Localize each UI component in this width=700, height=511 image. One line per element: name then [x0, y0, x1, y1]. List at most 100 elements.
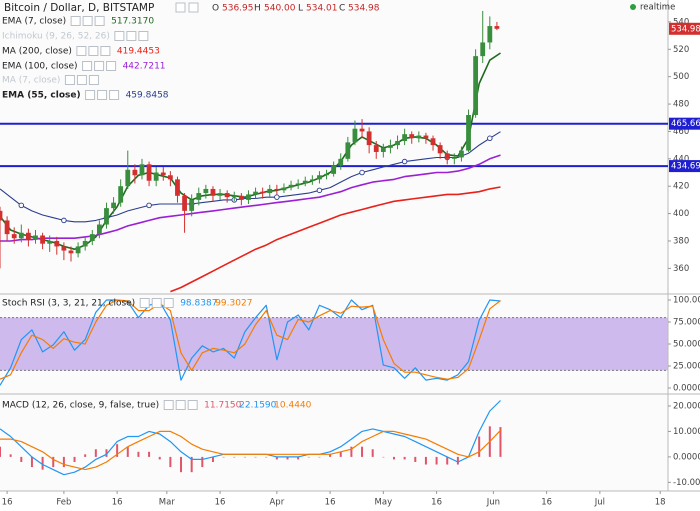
chart-title: Bitcoin / Dollar, D, BITSTAMP [4, 2, 154, 14]
legend-icon[interactable] [163, 298, 174, 308]
legend-icon[interactable] [94, 16, 105, 26]
legend-icon[interactable] [64, 75, 75, 85]
y-tick-label: 75.000 [673, 318, 700, 328]
candle-body [175, 179, 180, 196]
y-tick-label: 500 [673, 72, 689, 82]
candle-body [132, 169, 138, 176]
histogram-bar [275, 456, 278, 460]
legend-icon[interactable] [97, 90, 108, 100]
legend-icon[interactable] [163, 400, 174, 410]
y-tick-label: 460 [673, 127, 689, 137]
legend-icon[interactable] [106, 61, 117, 71]
candle-body [295, 183, 301, 185]
candle-body [437, 145, 443, 154]
indicator-marker [18, 202, 25, 209]
indicator-marker [61, 217, 67, 224]
candle-body [196, 193, 202, 200]
legend-icon[interactable] [187, 400, 198, 410]
y-tick-label: 50.000 [673, 340, 700, 350]
level-tag [669, 117, 700, 130]
candle-body [352, 128, 358, 143]
candle-body [89, 234, 95, 241]
ohlc-value: 536.95 [222, 4, 254, 14]
legend-label: MA (200, close) [2, 47, 72, 57]
candle-body [231, 195, 237, 198]
candle-body [47, 240, 53, 244]
candle-body [380, 147, 386, 152]
x-tick-label: Jul [594, 498, 605, 508]
icon[interactable] [188, 2, 199, 13]
legend-icon[interactable] [82, 61, 93, 71]
pane-title: MACD (12, 26, close, 9, false, true) [2, 401, 159, 411]
y-tick-label: -10.0000 [673, 478, 700, 488]
legend-label: EMA (55, close) [2, 91, 81, 101]
legend-value: 517.3170 [111, 17, 154, 27]
y-tick-label: 25.000 [673, 361, 700, 371]
legend-icon[interactable] [82, 16, 93, 26]
candle-body [96, 224, 102, 235]
y-tick-label: 100.000 [673, 296, 700, 306]
histogram-bar [254, 456, 257, 458]
candle-body [111, 202, 116, 209]
histogram-bar [190, 456, 193, 473]
legend-icon[interactable] [94, 61, 105, 71]
pane [0, 299, 668, 386]
candle-body [54, 240, 60, 247]
legend-icon[interactable] [109, 90, 120, 100]
candle-body [68, 250, 74, 254]
candle-body [125, 169, 131, 187]
legend-value: 10.4440 [274, 401, 311, 411]
candle-body [0, 210, 3, 221]
legend-icon[interactable] [114, 31, 125, 41]
y-tick-label: 540 [673, 17, 689, 27]
candle-body [494, 26, 500, 29]
candle-body [11, 234, 17, 239]
ohlc-value: 534.01 [306, 4, 338, 14]
candle-body [61, 246, 67, 251]
candle-body [345, 142, 351, 159]
legend-icon[interactable] [70, 16, 81, 26]
legend-icon[interactable] [76, 75, 87, 85]
candle-body [487, 26, 493, 43]
legend-icon[interactable] [138, 31, 149, 41]
legend-icon[interactable] [126, 31, 137, 41]
candle-body [217, 193, 223, 196]
indicator-marker [146, 202, 152, 209]
legend-value: 98.8387 [180, 299, 217, 309]
legend-icon[interactable] [88, 46, 99, 56]
candle-body [75, 246, 81, 254]
legend-icon[interactable] [175, 400, 186, 410]
candle-body [459, 150, 464, 158]
histogram-bar [329, 454, 332, 457]
candle-body [25, 232, 31, 240]
candle-body [281, 187, 287, 191]
candle-body [189, 199, 195, 211]
legend-icon[interactable] [151, 298, 162, 308]
legend-icon[interactable] [76, 46, 87, 56]
candle-body [402, 134, 408, 142]
legend-value: 11.7150 [204, 401, 241, 411]
indicator-marker [316, 187, 323, 194]
indicator-marker [401, 158, 408, 165]
candle-body [409, 134, 415, 139]
histogram-bar [158, 456, 161, 460]
candle-body [366, 131, 372, 146]
legend-icon[interactable] [85, 90, 96, 100]
legend-icon[interactable] [100, 46, 111, 56]
legend-icon[interactable] [139, 298, 150, 308]
histogram-bar [148, 451, 151, 457]
level-tag-label: 465.66 [671, 119, 700, 129]
legend-value: 22.1590 [239, 401, 276, 411]
candle-body [40, 235, 45, 244]
histogram-bar [403, 456, 406, 460]
y-tick-label: 480 [673, 100, 689, 110]
legend-icon[interactable] [88, 75, 99, 85]
y-tick-label: 520 [673, 45, 689, 55]
x-tick-label: May [375, 498, 393, 508]
icon[interactable] [175, 2, 186, 13]
x-tick-label: 16 [431, 498, 442, 508]
legend-value: 419.4453 [117, 47, 160, 57]
x-tick-label: 16 [325, 498, 336, 508]
y-tick-label: 400 [673, 209, 689, 219]
